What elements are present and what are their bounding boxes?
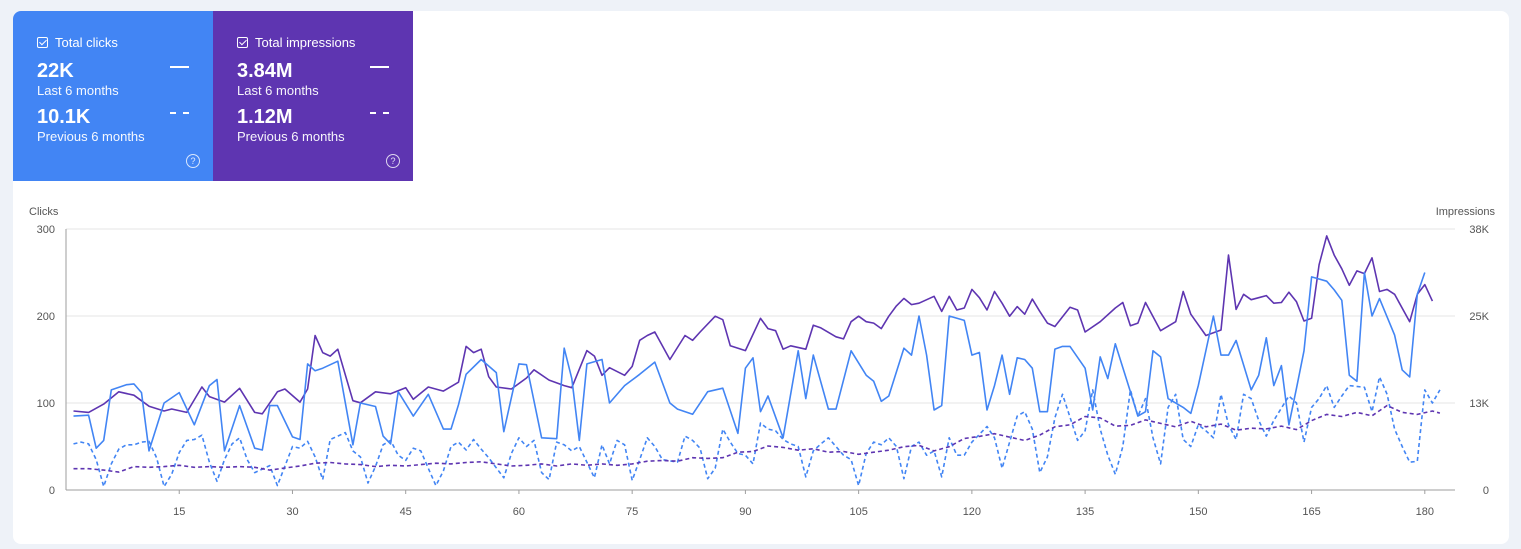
impressions-solid-line — [73, 235, 1434, 415]
right-axis-tick: 13K — [1469, 398, 1489, 410]
right-axis-tick: 0 — [1483, 485, 1489, 497]
total-clicks-header[interactable]: Total clicks — [37, 35, 118, 50]
impressions-dashed-line — [73, 404, 1441, 473]
x-axis-tick: 15 — [173, 506, 185, 518]
left-axis-label: Clicks — [29, 206, 59, 218]
x-axis-tick: 180 — [1416, 506, 1434, 518]
total-impressions-checkbox[interactable] — [237, 37, 248, 48]
help-icon[interactable]: ? — [386, 154, 400, 168]
x-axis-tick: 45 — [400, 506, 412, 518]
total-impressions-label: Total impressions — [255, 35, 356, 50]
left-axis-tick: 100 — [37, 398, 55, 410]
total-impressions-value: 3.84M — [237, 60, 293, 82]
left-axis-tick: 200 — [37, 311, 55, 323]
x-axis-tick: 165 — [1302, 506, 1320, 518]
x-axis-tick: 120 — [963, 506, 981, 518]
total-clicks-card[interactable]: Total clicks 22K Last 6 months 10.1K Pre… — [13, 11, 213, 181]
help-icon[interactable]: ? — [186, 154, 200, 168]
x-axis-tick: 30 — [286, 506, 298, 518]
solid-line-legend-icon — [370, 66, 389, 68]
performance-panel: Total clicks 22K Last 6 months 10.1K Pre… — [13, 11, 1509, 544]
right-axis-tick: 25K — [1469, 311, 1489, 323]
total-clicks-prev-period: Previous 6 months — [37, 129, 145, 144]
x-axis-tick: 135 — [1076, 506, 1094, 518]
x-axis-tick: 150 — [1189, 506, 1207, 518]
total-clicks-period: Last 6 months — [37, 83, 119, 98]
left-axis-tick: 0 — [49, 485, 55, 497]
clicks-dashed-line — [73, 376, 1441, 488]
x-axis-tick: 60 — [513, 506, 525, 518]
x-axis-tick: 90 — [739, 506, 751, 518]
total-clicks-value: 22K — [37, 60, 74, 82]
total-impressions-prev-value: 1.12M — [237, 106, 293, 128]
total-impressions-period: Last 6 months — [237, 83, 319, 98]
total-impressions-prev-period: Previous 6 months — [237, 129, 345, 144]
dashed-line-legend-icon — [370, 112, 389, 114]
dashed-line-legend-icon — [170, 112, 189, 114]
total-clicks-checkbox[interactable] — [37, 37, 48, 48]
x-axis-tick: 75 — [626, 506, 638, 518]
total-clicks-label: Total clicks — [55, 35, 118, 50]
x-axis-tick: 105 — [849, 506, 867, 518]
left-axis-tick: 300 — [37, 224, 55, 236]
total-impressions-card[interactable]: Total impressions 3.84M Last 6 months 1.… — [213, 11, 413, 181]
metric-cards: Total clicks 22K Last 6 months 10.1K Pre… — [13, 11, 413, 181]
total-impressions-header[interactable]: Total impressions — [237, 35, 355, 50]
clicks-solid-line — [73, 271, 1426, 452]
total-clicks-prev-value: 10.1K — [37, 106, 91, 128]
right-axis-tick: 38K — [1469, 224, 1489, 236]
right-axis-label: Impressions — [1436, 206, 1496, 218]
solid-line-legend-icon — [170, 66, 189, 68]
